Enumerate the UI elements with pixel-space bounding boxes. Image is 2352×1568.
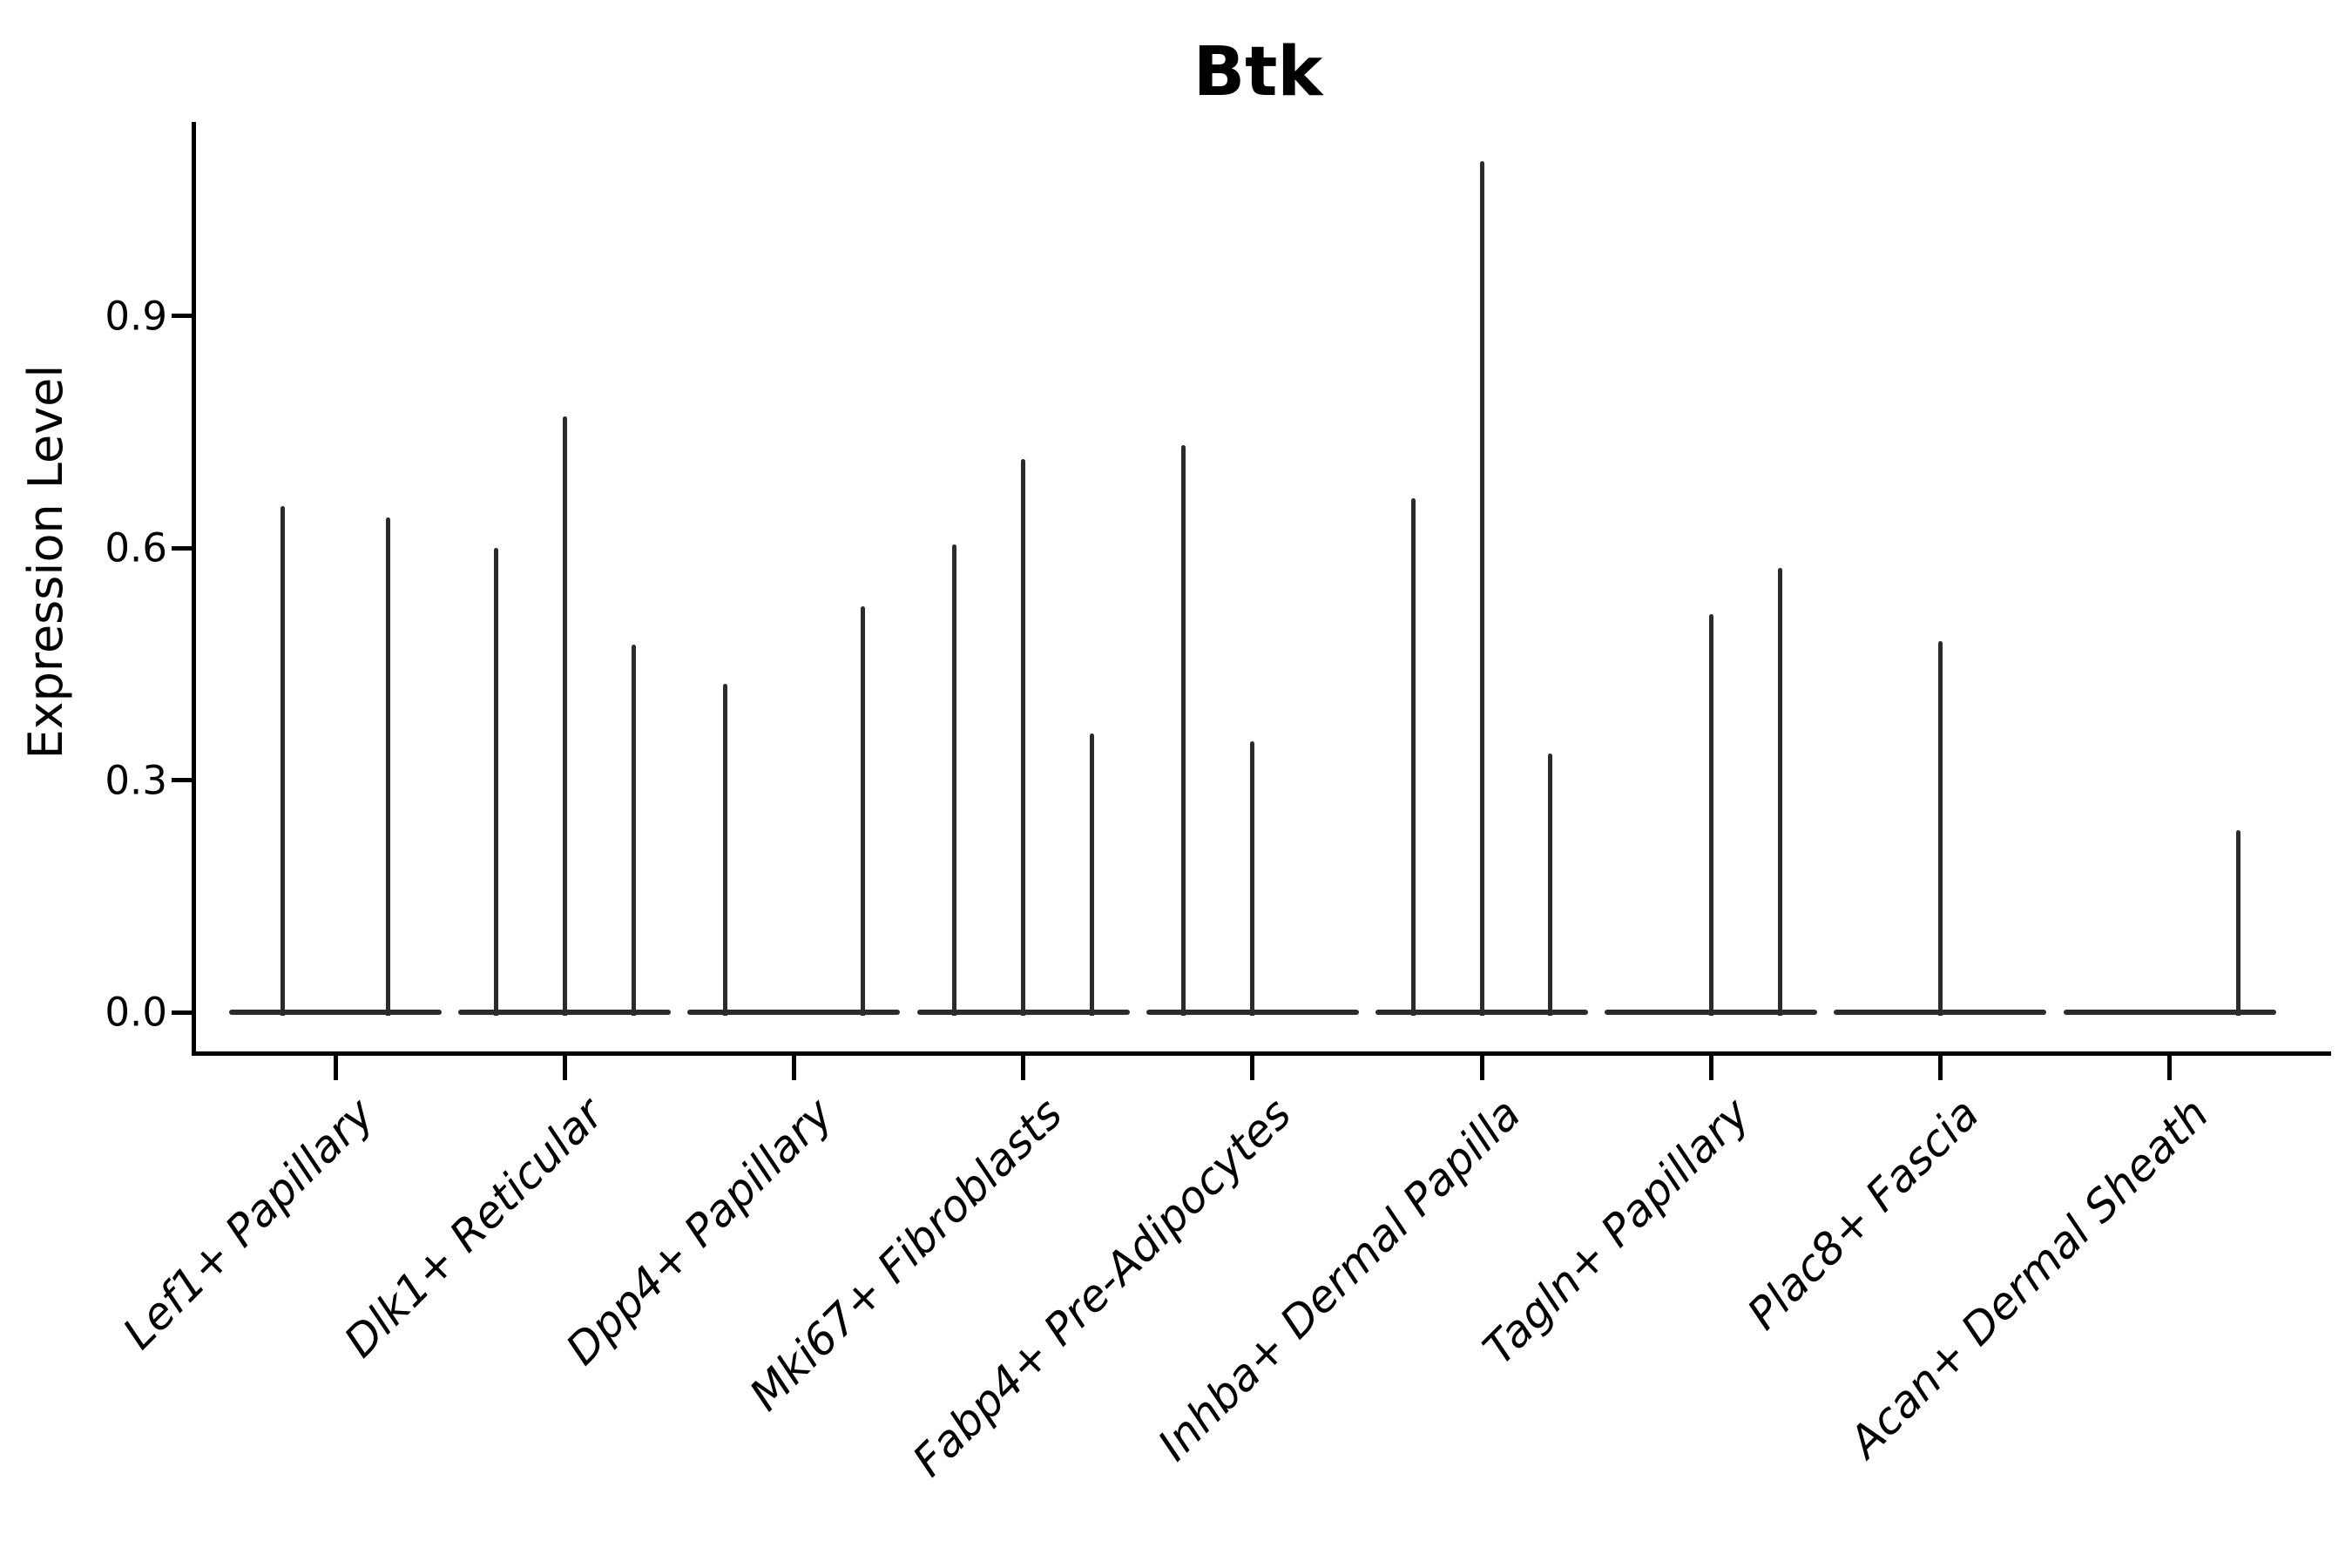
- violin-spike: [860, 605, 865, 1016]
- y-tick: [172, 545, 196, 551]
- x-tick: [562, 1056, 567, 1080]
- violin-spike: [722, 683, 727, 1016]
- violin-spike: [952, 544, 957, 1016]
- violin-base: [2063, 1010, 2276, 1015]
- violin-spike: [385, 517, 390, 1016]
- y-axis-label: Expression Level: [18, 364, 73, 760]
- violin-spike: [1181, 445, 1186, 1016]
- violin-spike: [1250, 741, 1255, 1016]
- y-tick-label: 0.6: [105, 524, 167, 571]
- violin-spike: [280, 505, 286, 1016]
- y-tick: [172, 1010, 196, 1015]
- x-tick: [791, 1056, 796, 1080]
- violin-spike: [1937, 640, 1943, 1016]
- violin-spike: [2236, 830, 2241, 1016]
- violin-spike: [631, 645, 636, 1016]
- violin-spike: [1090, 733, 1095, 1016]
- x-tick-label: Fabp4+ Pre-Adipocytes: [902, 1088, 1301, 1487]
- y-tick-label: 0.0: [105, 989, 167, 1036]
- y-tick: [172, 314, 196, 319]
- violin-spike: [562, 416, 567, 1016]
- violin-spike: [1410, 497, 1416, 1016]
- violin-spike: [1708, 613, 1713, 1016]
- y-tick-label: 0.9: [105, 293, 167, 340]
- x-tick: [1250, 1056, 1255, 1080]
- x-tick: [1708, 1056, 1713, 1080]
- y-axis-line: [192, 122, 196, 1056]
- violin-spike: [1479, 161, 1484, 1016]
- x-tick-label: Lef1+ Papillary: [113, 1088, 384, 1359]
- violin-spike: [1021, 459, 1026, 1016]
- y-tick: [172, 778, 196, 783]
- x-axis-line: [192, 1051, 2331, 1056]
- chart-title: Btk: [1193, 33, 1323, 112]
- x-tick: [1479, 1056, 1484, 1080]
- violin-spike: [1548, 753, 1553, 1016]
- x-tick-label: Plac8+ Fascia: [1738, 1088, 1990, 1340]
- violin-spike: [1777, 567, 1782, 1016]
- x-tick: [2167, 1056, 2173, 1080]
- violin-base: [687, 1010, 901, 1015]
- y-tick-label: 0.3: [105, 757, 167, 804]
- violin-base: [229, 1010, 442, 1015]
- x-tick: [1021, 1056, 1026, 1080]
- x-tick: [1937, 1056, 1943, 1080]
- violin-spike: [493, 548, 498, 1016]
- x-tick: [333, 1056, 338, 1080]
